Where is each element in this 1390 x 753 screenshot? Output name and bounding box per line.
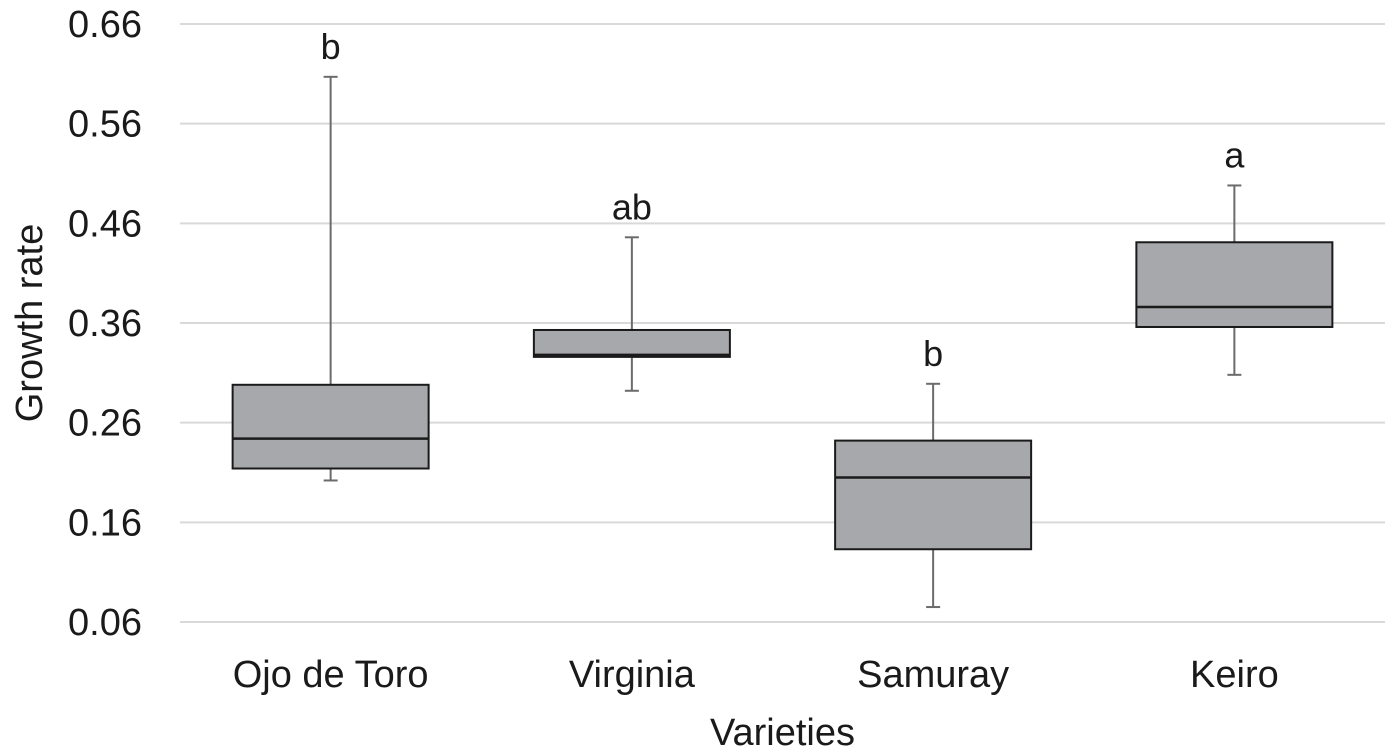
x-category-label: Ojo de Toro [233,654,429,696]
iqr-box [834,439,1033,551]
iqr-box [231,383,430,470]
x-category-label: Samuray [857,654,1009,696]
box-2: ab [532,186,731,392]
y-tick-label: 0.36 [68,303,142,345]
x-axis-title: Varieties [710,712,855,753]
box-4: a [1135,134,1334,376]
box-1: b [231,26,430,482]
significance-letter: ab [612,186,652,227]
iqr-box [532,328,731,358]
significance-letter: b [321,26,341,67]
y-axis-title: Growth rate [9,224,51,423]
iqr-box [1135,241,1334,328]
y-tick-label: 0.26 [68,403,142,445]
y-tick-label: 0.66 [68,4,142,46]
y-tick-label: 0.16 [68,502,142,544]
x-category-label: Keiro [1190,654,1279,696]
y-tick-label: 0.06 [68,602,142,644]
y-tick-label: 0.46 [68,203,142,245]
x-category-label: Virginia [569,654,696,696]
box-3: b [834,333,1033,609]
y-axis-ticks: 0.06 0.16 0.26 0.36 0.46 0.56 0.66 [68,4,142,644]
y-tick-label: 0.56 [68,104,142,146]
significance-letter: b [923,333,943,374]
significance-letter: a [1224,134,1245,175]
boxes: b ab b a [231,26,1334,609]
x-axis-categories: Ojo de Toro Virginia Samuray Keiro [233,654,1279,696]
